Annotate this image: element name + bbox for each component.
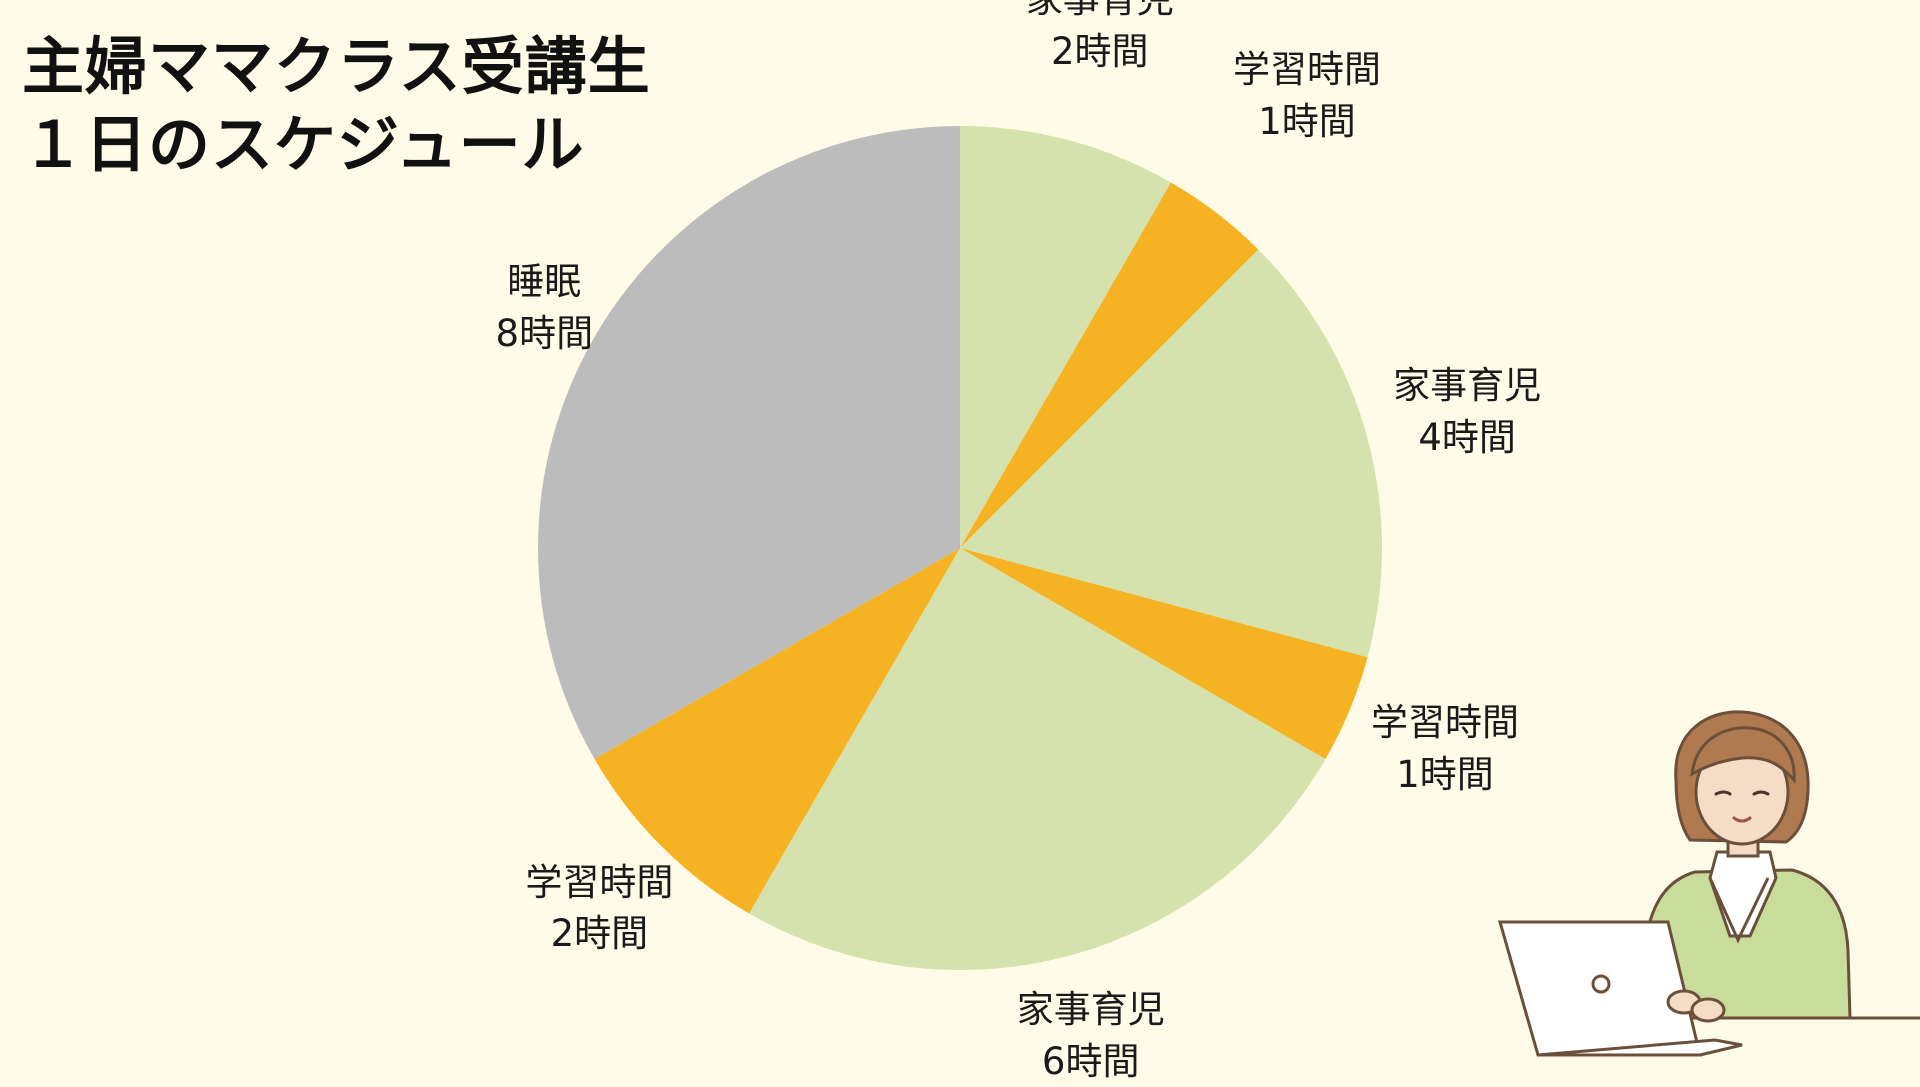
woman-with-laptop-illustration <box>1498 710 1920 1057</box>
slice-label-value: 8時間 <box>495 311 594 355</box>
pie-slice-5 <box>749 548 1326 970</box>
slice-label-5: 家事育児 6時間 <box>1017 984 1165 1087</box>
slice-label-name: 家事育児 <box>1026 0 1174 26</box>
title-line-1: 主婦ママクラス受講生 <box>22 30 651 103</box>
slice-label-name: 学習時間 <box>525 860 674 904</box>
pie-slice-4 <box>960 548 1368 759</box>
slice-label-2: 学習時間 1時間 <box>1233 44 1381 148</box>
pie-slice-3 <box>960 249 1382 658</box>
slice-label-name: 学習時間 <box>1371 700 1520 744</box>
slice-label-value: 1時間 <box>1258 99 1356 143</box>
slice-label-value: 4時間 <box>1418 415 1516 459</box>
slice-label-4: 学習時間 1時間 <box>1371 697 1519 801</box>
slice-label-value: 1時間 <box>1396 752 1494 796</box>
pie-slice-2 <box>960 182 1259 548</box>
slice-label-7: 睡眠 8時間 <box>496 256 594 360</box>
slice-label-name: 学習時間 <box>1232 47 1381 91</box>
slice-label-value: 6時間 <box>1041 1039 1140 1083</box>
pie-slice-1 <box>960 126 1171 548</box>
pie-slice-6 <box>594 548 960 914</box>
slice-label-6: 学習時間 2時間 <box>525 857 673 961</box>
slice-label-3: 家事育児 4時間 <box>1393 360 1541 464</box>
slice-label-name: 睡眠 <box>507 260 582 303</box>
slice-label-value: 2時間 <box>550 912 649 956</box>
slice-label-name: 家事育児 <box>1016 987 1165 1031</box>
slice-label-value: 2時間 <box>1050 30 1149 74</box>
slice-label-name: 家事育児 <box>1393 364 1542 408</box>
title-line-2: １日のスケジュール <box>22 107 585 181</box>
slice-label-1: 家事育児 2時間 <box>1026 0 1174 78</box>
page-title: 主婦ママクラス受講生 １日のスケジュール <box>22 28 651 183</box>
pie-slice-7 <box>538 126 960 759</box>
